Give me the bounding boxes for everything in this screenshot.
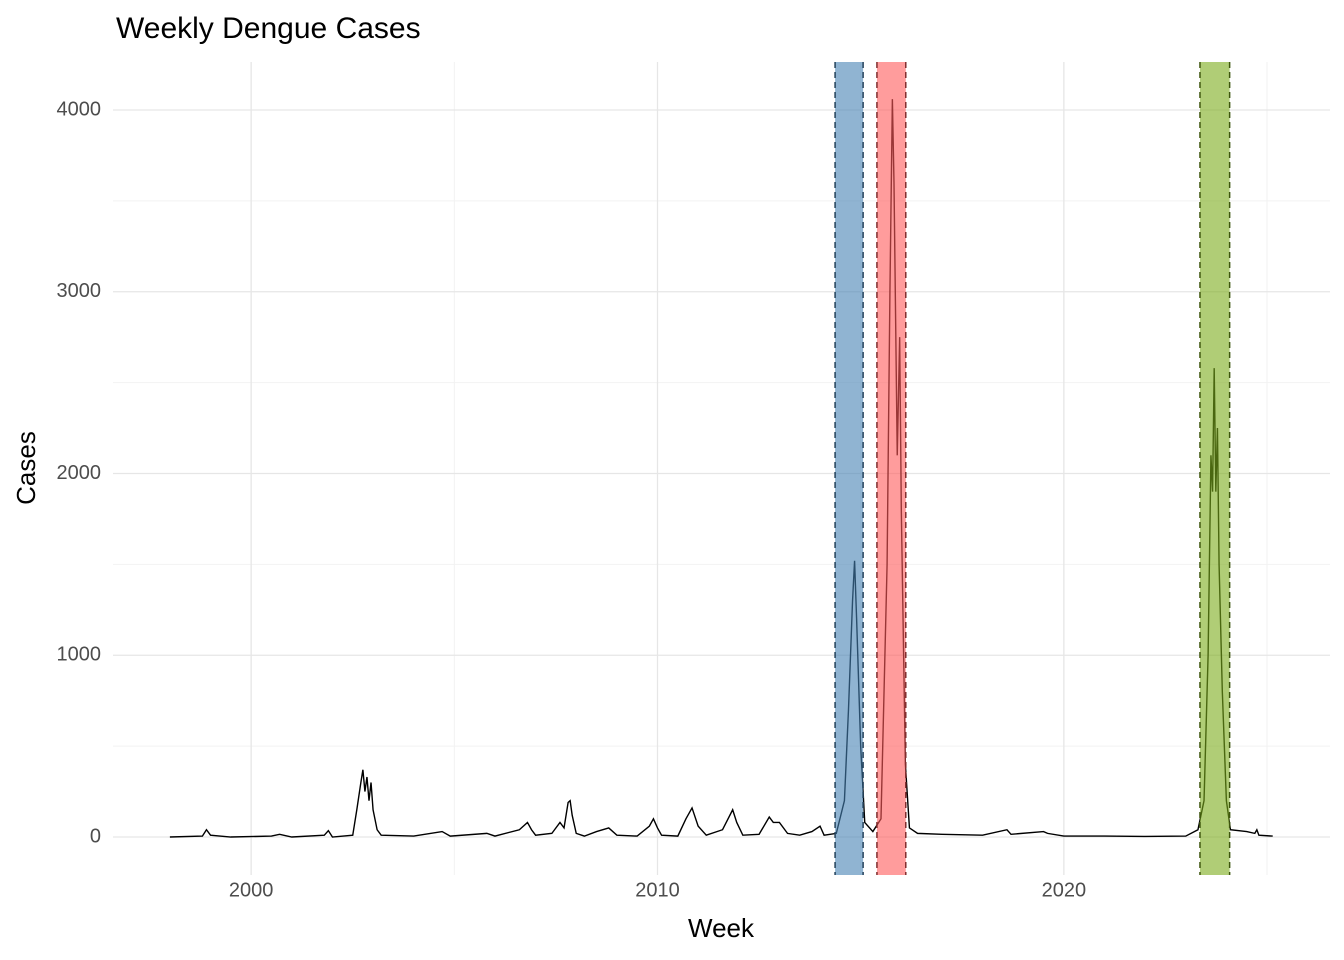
- chart-title: Weekly Dengue Cases: [116, 12, 421, 45]
- y-tick-label: 2000: [57, 462, 102, 484]
- y-tick-label: 4000: [57, 98, 102, 120]
- highlight-band: [1199, 62, 1230, 875]
- x-tick-label: 2010: [635, 879, 680, 901]
- y-tick-label: 1000: [57, 644, 102, 666]
- x-axis-title: Week: [688, 913, 755, 943]
- highlight-band: [876, 62, 906, 875]
- y-tick-label: 0: [90, 825, 101, 847]
- y-tick-label: 3000: [57, 280, 102, 302]
- x-tick-label: 2000: [229, 879, 274, 901]
- highlight-band: [835, 62, 864, 875]
- x-tick-label: 2020: [1042, 879, 1087, 901]
- y-axis-title: Cases: [11, 431, 41, 505]
- data-line: [169, 99, 1273, 838]
